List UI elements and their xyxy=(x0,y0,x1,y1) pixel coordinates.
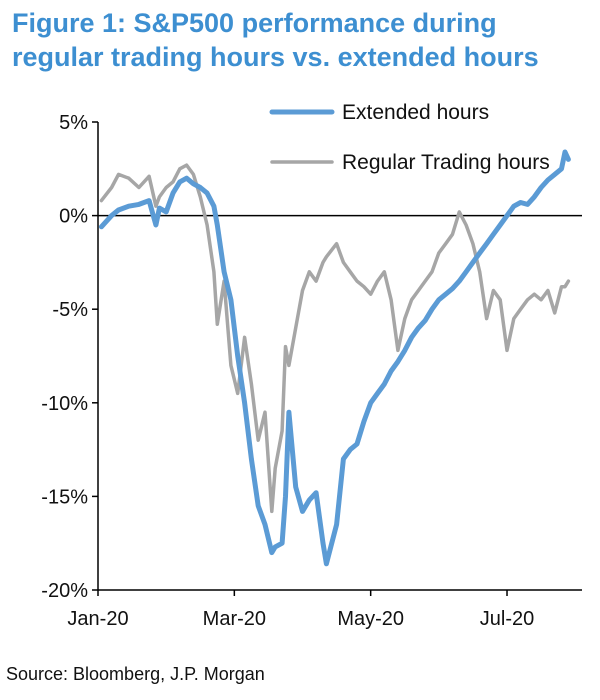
y-tick-label: -5% xyxy=(52,299,88,321)
x-tick-label: Mar-20 xyxy=(203,608,266,630)
y-tick-label: 0% xyxy=(59,206,88,228)
series-line-extended xyxy=(98,149,571,567)
chart-title: Figure 1: S&P500 performance during regu… xyxy=(12,8,539,72)
x-tick-label: May-20 xyxy=(337,608,404,630)
legend-label-extended: Extended hours xyxy=(342,101,489,124)
y-tick-label: -10% xyxy=(41,393,88,415)
x-tick-label: Jul-20 xyxy=(480,608,534,630)
legend-label-regular: Regular Trading hours xyxy=(342,151,550,174)
source-note: Source: Bloomberg, J.P. Morgan xyxy=(6,664,265,684)
series-line-regular xyxy=(99,163,571,514)
y-tick-label: -20% xyxy=(41,580,88,602)
y-tick-label: 5% xyxy=(59,112,88,134)
x-tick-label: Jan-20 xyxy=(67,608,128,630)
y-tick-label: -15% xyxy=(41,486,88,508)
